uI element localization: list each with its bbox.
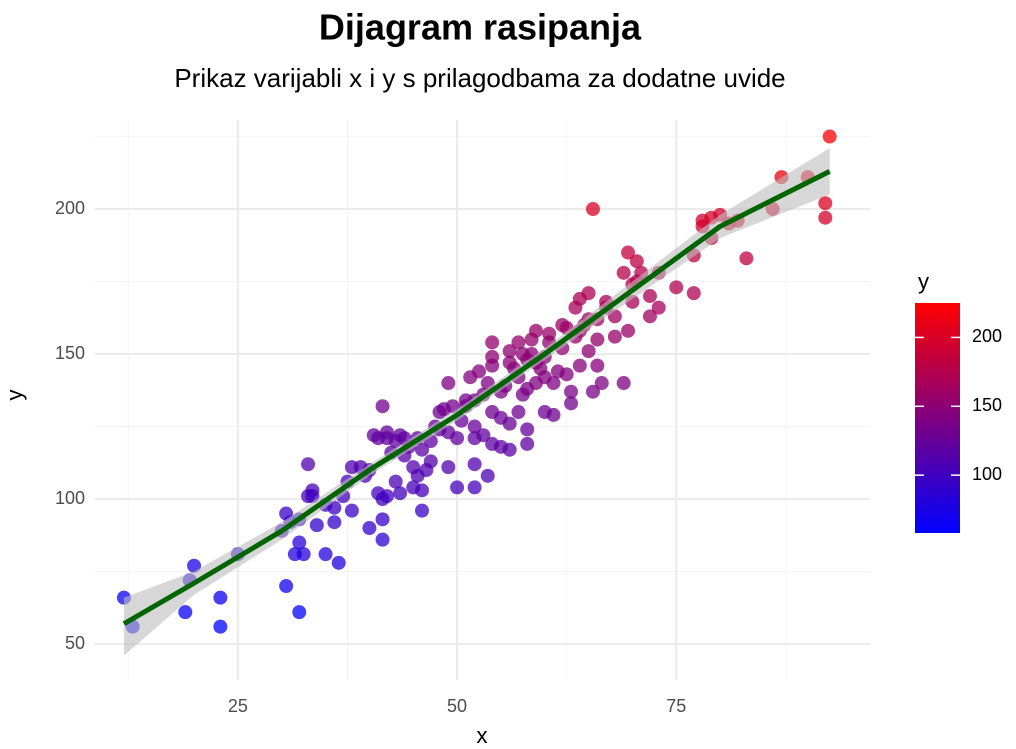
point: [621, 245, 636, 260]
point: [520, 436, 535, 451]
point: [423, 454, 438, 469]
y-tick-label: 200: [55, 198, 85, 218]
point: [279, 579, 294, 594]
point: [590, 358, 605, 373]
point: [621, 323, 636, 338]
point: [296, 547, 311, 562]
point: [415, 483, 430, 498]
point: [331, 555, 346, 570]
point: [581, 344, 596, 359]
point: [818, 210, 833, 225]
y-axis-label: y: [2, 390, 27, 401]
point: [669, 280, 684, 295]
point: [585, 384, 600, 399]
colorbar-label: 100: [972, 464, 1002, 484]
smooth-line: [122, 169, 831, 626]
point: [178, 605, 193, 620]
point: [502, 416, 517, 431]
point: [686, 286, 701, 301]
chart-title: Dijagram rasipanja: [319, 7, 642, 48]
point: [375, 399, 390, 414]
point: [327, 500, 342, 515]
point: [415, 442, 430, 457]
point: [528, 323, 543, 338]
point: [739, 251, 754, 266]
point: [651, 300, 666, 315]
point: [585, 202, 600, 217]
point: [471, 364, 486, 379]
point: [564, 384, 579, 399]
point: [375, 512, 390, 527]
y-tick-label: 150: [55, 343, 85, 363]
point: [213, 590, 228, 605]
x-tick-label: 75: [666, 696, 686, 716]
point: [318, 547, 333, 562]
point: [564, 396, 579, 411]
point: [467, 457, 482, 472]
point: [467, 480, 482, 495]
y-tick-label: 100: [55, 488, 85, 508]
point: [642, 309, 657, 324]
point: [822, 129, 837, 144]
point: [616, 265, 631, 280]
point: [485, 349, 500, 364]
point: [502, 442, 517, 457]
point: [441, 460, 456, 475]
point: [292, 605, 307, 620]
point: [818, 196, 833, 211]
point: [629, 254, 644, 269]
point: [415, 503, 430, 518]
point: [301, 457, 316, 472]
point: [450, 480, 465, 495]
point: [502, 344, 517, 359]
point: [616, 376, 631, 391]
point: [441, 376, 456, 391]
point: [467, 419, 482, 434]
x-axis-label: x: [477, 723, 488, 748]
point: [607, 329, 622, 344]
chart-subtitle: Prikaz varijabli x i y s prilagodbama za…: [174, 63, 785, 93]
point: [344, 503, 359, 518]
point: [546, 407, 561, 422]
point: [292, 535, 307, 550]
point: [511, 335, 526, 350]
x-tick-label: 50: [447, 696, 467, 716]
colorbar: [915, 303, 960, 533]
point: [559, 367, 574, 382]
point: [450, 431, 465, 446]
point: [379, 489, 394, 504]
y-tick-label: 50: [65, 633, 85, 653]
point: [362, 521, 377, 536]
x-tick-label: 25: [228, 696, 248, 716]
point: [476, 428, 491, 443]
colorbar-label: 200: [972, 326, 1002, 346]
point: [546, 376, 561, 391]
point: [213, 619, 228, 634]
point: [375, 532, 390, 547]
point: [187, 558, 202, 573]
point: [511, 405, 526, 420]
legend-title: y: [918, 269, 929, 294]
point: [388, 474, 403, 489]
point: [309, 518, 324, 533]
point: [520, 422, 535, 437]
point: [594, 376, 609, 391]
colorbar-label: 150: [972, 395, 1002, 415]
point: [642, 289, 657, 304]
point: [590, 332, 605, 347]
point: [572, 358, 587, 373]
point: [485, 335, 500, 350]
point: [480, 468, 495, 483]
point: [581, 286, 596, 301]
point: [327, 515, 342, 530]
point: [393, 486, 408, 501]
